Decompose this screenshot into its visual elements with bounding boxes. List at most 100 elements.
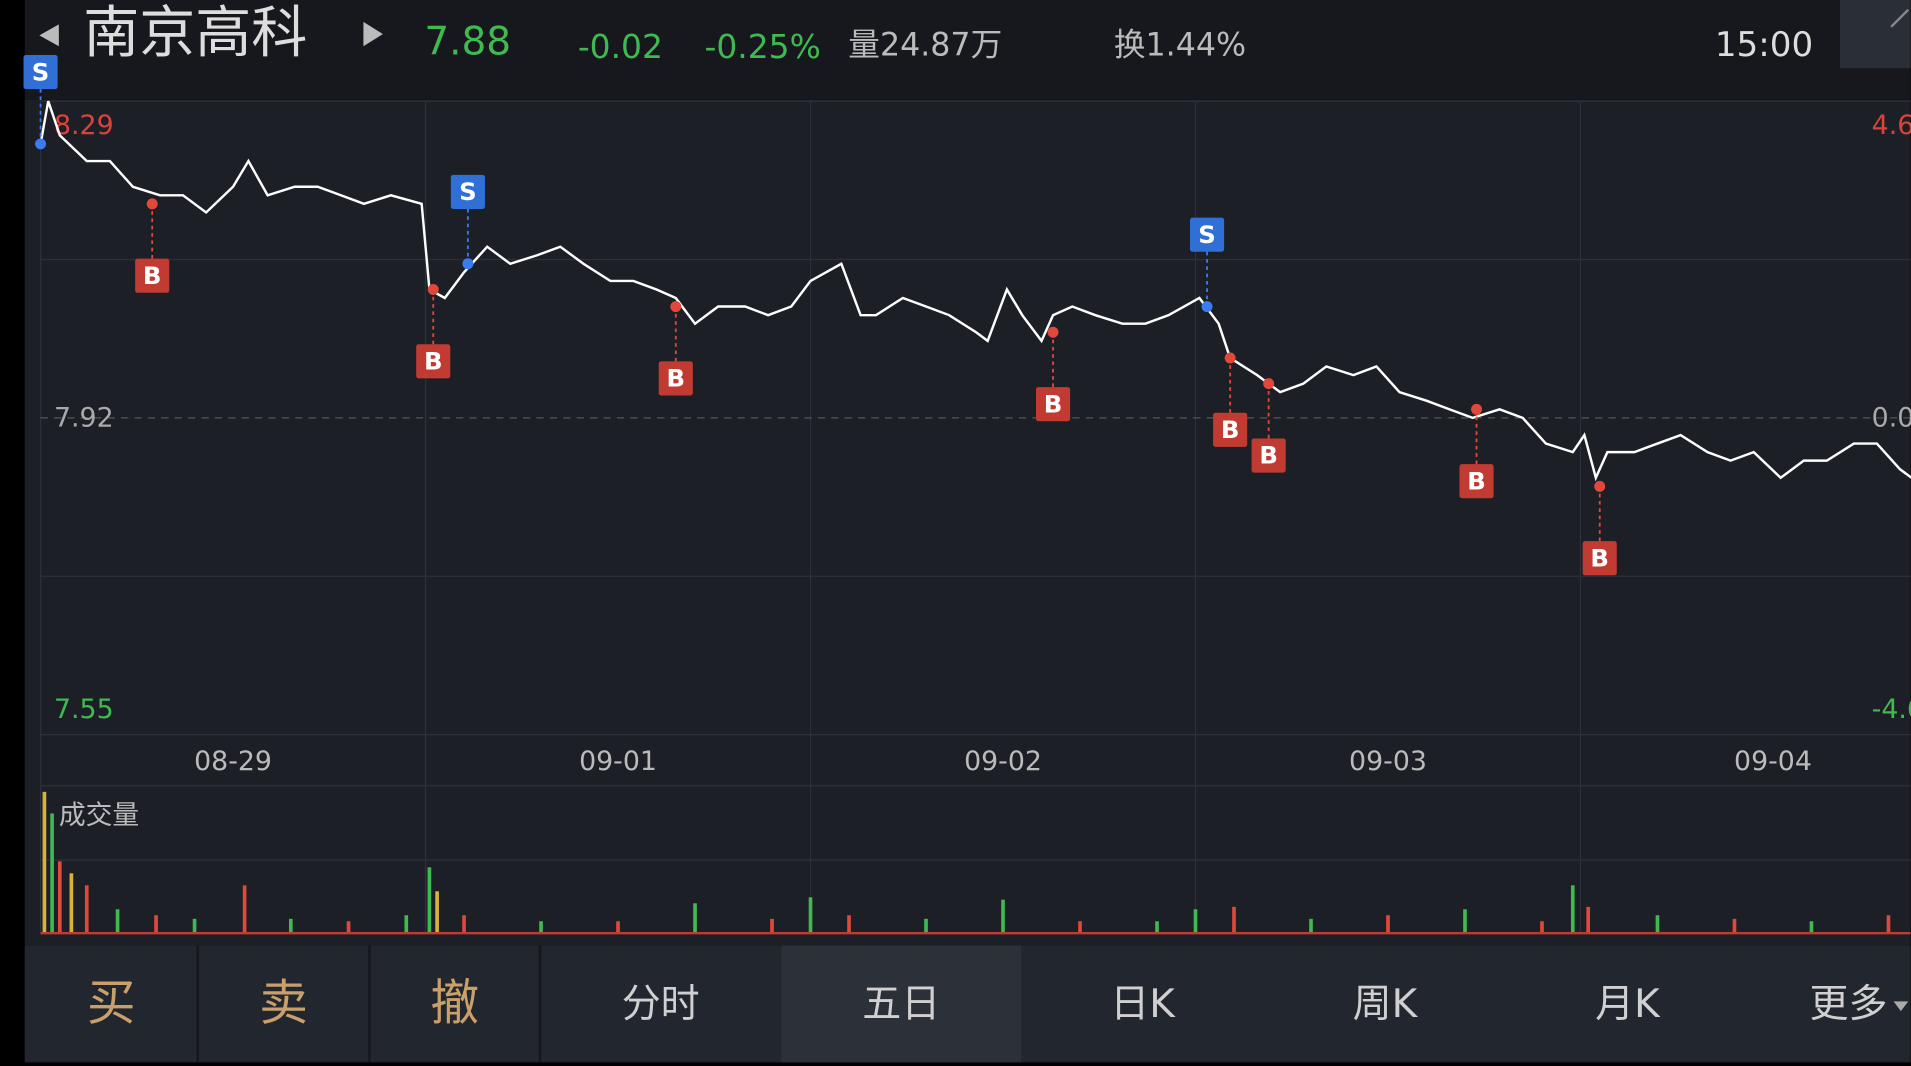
trade-label: B [1259, 441, 1278, 470]
trade-dot [462, 258, 474, 270]
trade-label: B [1044, 389, 1063, 418]
volume-bar [616, 921, 620, 934]
time: 15:00 [1715, 25, 1813, 65]
y-tick-label: 7.55 [54, 694, 114, 725]
trade-label: B [424, 347, 443, 376]
x-tick-label: 08-29 [194, 746, 272, 777]
volume-bar [462, 915, 466, 934]
close-button[interactable] [1839, 0, 1911, 69]
y2-tick-label: 0.0 [1872, 403, 1911, 434]
volume-bar [1655, 915, 1660, 934]
trade-dot [1224, 352, 1236, 364]
trade-label: B [143, 261, 162, 290]
volume-bar [242, 885, 247, 934]
volume-bar [288, 918, 293, 934]
trade-dot [1201, 301, 1213, 313]
volume-bar [50, 813, 54, 934]
volume-bar [435, 891, 439, 934]
volume-bar [808, 897, 813, 934]
trade-dot [1594, 480, 1606, 492]
toolbar-label[interactable]: 分时 [622, 982, 700, 1027]
volume-bar [1001, 899, 1005, 934]
volume-bar [1155, 921, 1159, 934]
x-tick-label: 09-03 [1349, 746, 1427, 777]
price-line [39, 100, 1911, 482]
volume-bar [1570, 885, 1575, 934]
next-arrow[interactable] [363, 21, 383, 47]
trade-badge [416, 344, 451, 379]
chart-bg [24, 99, 1911, 946]
toolbar-label[interactable]: 日K [1110, 982, 1176, 1027]
trade-dot [146, 198, 158, 210]
trade-badge [1582, 541, 1617, 576]
trade-badge [1189, 217, 1225, 252]
toolbar-label[interactable]: 买 [87, 975, 136, 1031]
volume-info: 量24.87万 [848, 27, 1002, 63]
close-icon [1890, 8, 1910, 28]
volume-bar [539, 921, 543, 934]
y-tick-label: 8.29 [54, 110, 114, 141]
trade-badge [1459, 464, 1494, 499]
trade-badge [450, 174, 485, 209]
trade-label: B [666, 364, 685, 393]
x-tick-label: 09-02 [964, 746, 1042, 777]
trade-label: B [1467, 466, 1486, 495]
y2-tick-label: 4.6 [1872, 110, 1911, 141]
volume-bar [1540, 921, 1544, 934]
volume-bar [154, 915, 158, 934]
trade-dot [1047, 326, 1059, 338]
volume-bar [770, 918, 774, 934]
trade-badge [135, 258, 170, 293]
toolbar-label[interactable]: 周K [1353, 982, 1419, 1027]
turnover: 换1.44% [1114, 27, 1246, 63]
volume-bar [115, 909, 120, 934]
trade-dot [1471, 403, 1483, 415]
trade-badge [23, 54, 58, 90]
volume-bar [1193, 909, 1198, 934]
trade-badge [1036, 387, 1071, 422]
volume-bar [847, 915, 851, 934]
volume-bar [427, 867, 432, 934]
trade-label: S [459, 177, 477, 206]
volume-bar [1809, 921, 1814, 934]
y-tick-label: 7.92 [54, 403, 114, 434]
y2-tick-label: -4.6 [1872, 694, 1911, 725]
change-pct: -0.25% [705, 27, 821, 66]
prev-arrow[interactable] [39, 24, 59, 47]
trade-label: B [1221, 415, 1240, 444]
volume-bar [346, 921, 351, 934]
volume-bar [42, 791, 47, 934]
trade-label: B [1590, 543, 1609, 572]
trade-badge [1213, 412, 1248, 447]
volume-label: 成交量 [59, 800, 139, 831]
volume-bar [404, 915, 409, 934]
volume-bar [1386, 915, 1390, 934]
volume-bar [192, 918, 197, 934]
trade-badge [1251, 438, 1286, 473]
volume-bar [1078, 921, 1082, 934]
toolbar-label[interactable]: 月K [1595, 982, 1661, 1027]
top-bar [24, 0, 1911, 100]
trade-dot [427, 283, 439, 295]
volume-bar [84, 885, 89, 934]
toolbar-label[interactable]: 撤 [430, 975, 479, 1031]
trade-dot [670, 301, 682, 313]
stock-name: 南京高科 [83, 1, 307, 66]
trade-dot [35, 138, 47, 150]
toolbar-label[interactable]: 五日 [862, 982, 940, 1027]
volume-bar [1309, 918, 1313, 934]
trade-label: S [32, 57, 50, 86]
volume-bar [693, 903, 697, 934]
x-tick-label: 09-01 [579, 746, 657, 777]
x-tick-label: 09-04 [1734, 746, 1812, 777]
trade-badge [658, 361, 693, 396]
volume-bar [57, 861, 62, 934]
toolbar-label[interactable]: 更多 [1810, 982, 1888, 1027]
volume-bar [1232, 906, 1236, 934]
toolbar-label[interactable]: 卖 [259, 975, 308, 1031]
volume-bar [1886, 915, 1891, 934]
change: -0.02 [578, 27, 663, 66]
price: 7.88 [424, 19, 511, 64]
